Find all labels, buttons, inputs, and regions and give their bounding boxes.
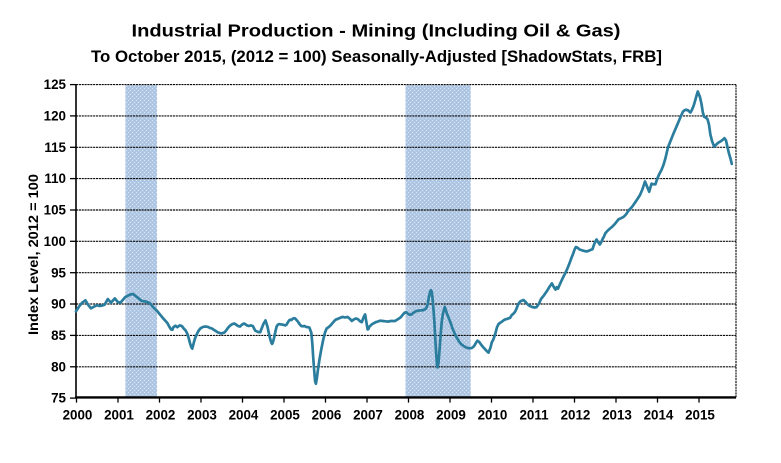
svg-text:2000: 2000 bbox=[63, 407, 93, 422]
svg-text:2013: 2013 bbox=[602, 407, 632, 422]
svg-text:2014: 2014 bbox=[644, 407, 674, 422]
svg-text:2009: 2009 bbox=[436, 407, 466, 422]
svg-text:To October 2015, (2012 = 100): To October 2015, (2012 = 100) Seasonally… bbox=[91, 48, 662, 66]
svg-text:2005: 2005 bbox=[270, 407, 300, 422]
svg-text:120: 120 bbox=[44, 109, 66, 124]
svg-text:2011: 2011 bbox=[519, 407, 549, 422]
svg-text:95: 95 bbox=[51, 265, 66, 280]
svg-text:2004: 2004 bbox=[229, 407, 259, 422]
svg-text:110: 110 bbox=[44, 171, 66, 186]
svg-text:85: 85 bbox=[51, 328, 66, 343]
svg-text:Index Level, 2012 = 100: Index Level, 2012 = 100 bbox=[26, 174, 41, 335]
svg-text:125: 125 bbox=[44, 77, 67, 92]
svg-text:2010: 2010 bbox=[478, 407, 508, 422]
svg-text:2002: 2002 bbox=[146, 407, 176, 422]
svg-text:100: 100 bbox=[44, 234, 66, 249]
svg-text:2003: 2003 bbox=[187, 407, 217, 422]
svg-text:80: 80 bbox=[51, 359, 66, 374]
svg-text:90: 90 bbox=[51, 297, 66, 312]
svg-text:2012: 2012 bbox=[561, 407, 591, 422]
svg-text:2007: 2007 bbox=[353, 407, 383, 422]
svg-text:Industrial Production - Mining: Industrial Production - Mining (Includin… bbox=[132, 21, 621, 41]
svg-text:2008: 2008 bbox=[395, 407, 425, 422]
svg-text:115: 115 bbox=[44, 140, 66, 155]
svg-text:2015: 2015 bbox=[685, 407, 715, 422]
svg-text:105: 105 bbox=[44, 203, 67, 218]
svg-text:2006: 2006 bbox=[312, 407, 342, 422]
svg-text:75: 75 bbox=[51, 391, 66, 406]
svg-text:2001: 2001 bbox=[104, 407, 134, 422]
